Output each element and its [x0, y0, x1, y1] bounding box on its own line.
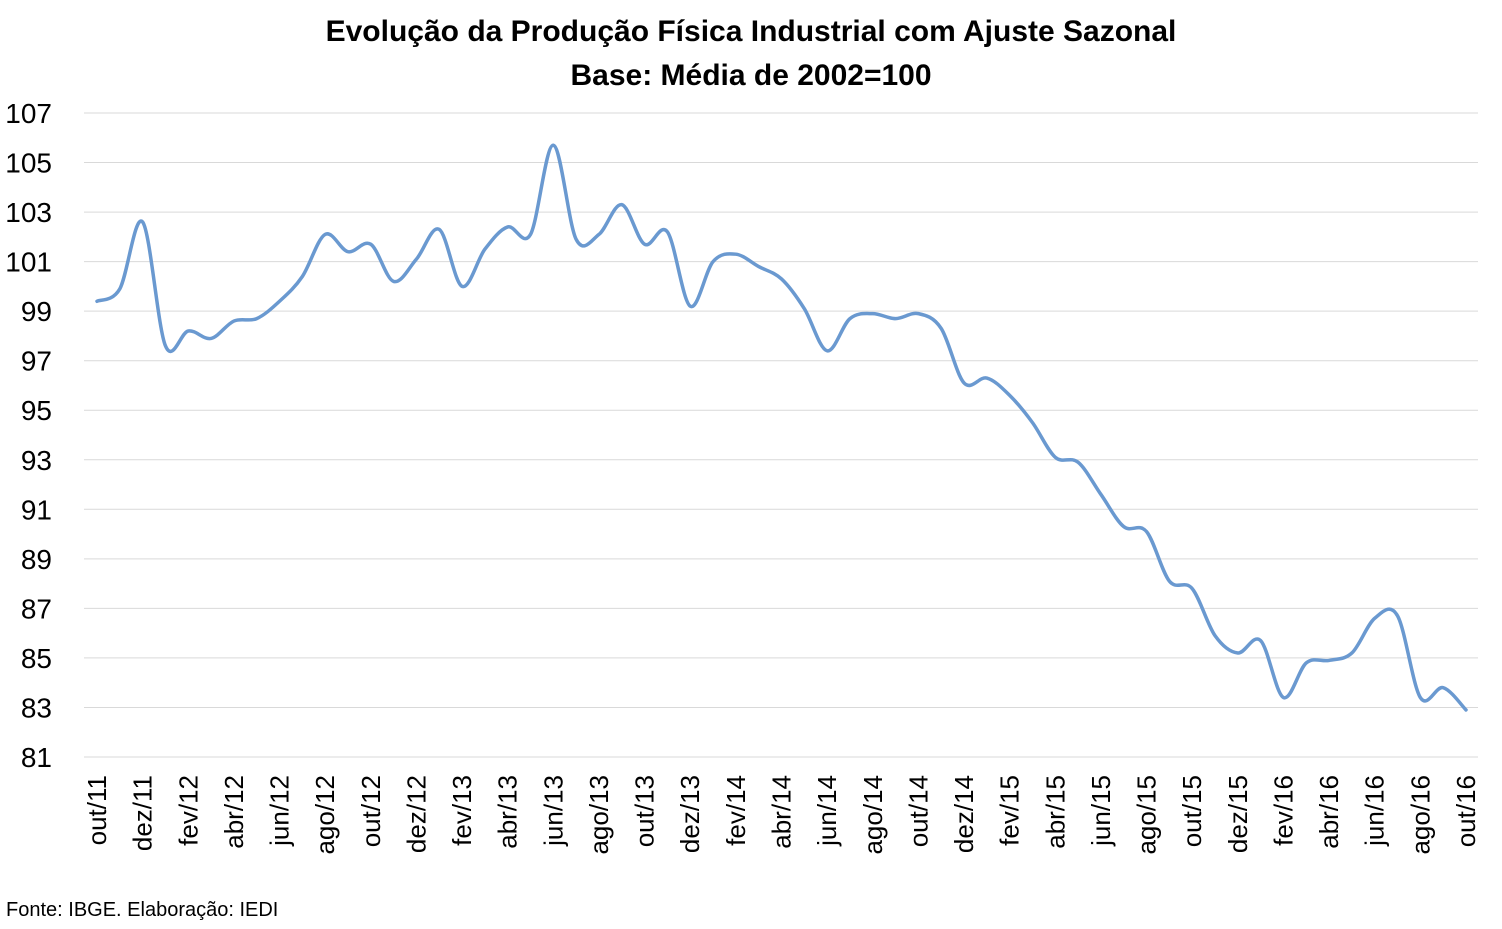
x-tick-label: abr/14 [767, 775, 797, 849]
y-tick-label: 95 [21, 395, 52, 426]
x-tick-label: fev/14 [721, 775, 751, 846]
y-tick-label: 83 [21, 692, 52, 723]
x-tick-label: out/12 [356, 775, 386, 847]
x-tick-label: fev/13 [447, 775, 477, 846]
x-tick-label: ago/13 [584, 775, 614, 855]
x-tick-label: dez/11 [128, 775, 158, 851]
x-tick-label: ago/12 [310, 775, 340, 855]
y-tick-label: 107 [5, 98, 52, 129]
y-tick-label: 99 [21, 296, 52, 327]
x-tick-label: ago/16 [1405, 775, 1435, 855]
x-tick-label: abr/13 [493, 775, 523, 849]
x-tick-label: abr/16 [1314, 775, 1344, 849]
x-tick-label: out/16 [1451, 775, 1481, 847]
y-tick-label: 87 [21, 593, 52, 624]
x-tick-label: dez/14 [949, 775, 979, 853]
series-line [95, 143, 1468, 712]
x-tick-label: jun/12 [265, 775, 295, 847]
chart-title: Evolução da Produção Física Industrial c… [325, 15, 1177, 48]
x-tick-label: out/15 [1177, 775, 1207, 847]
x-tick-label: ago/14 [858, 775, 888, 855]
chart-subtitle: Base: Média de 2002=100 [570, 59, 932, 92]
y-tick-label: 93 [21, 445, 52, 476]
y-axis-ticks: 81 83 85 87 89 91 93 95 97 99 101 103 105 107 [5, 98, 52, 773]
x-tick-label: abr/12 [219, 775, 249, 849]
x-axis-ticks: out/11 dez/11 fev/12 abr/12 jun/12 ago/12 out/… [82, 775, 1481, 855]
y-tick-label: 105 [5, 148, 52, 179]
x-tick-label: fev/12 [173, 775, 203, 846]
x-tick-label: out/11 [82, 775, 112, 845]
x-tick-label: dez/13 [675, 775, 705, 853]
x-tick-label: jun/15 [1086, 775, 1116, 847]
y-tick-label: 89 [21, 544, 52, 575]
y-tick-label: 97 [21, 346, 52, 377]
x-tick-label: jun/13 [538, 775, 568, 847]
x-tick-label: abr/15 [1040, 775, 1070, 849]
x-tick-label: jun/16 [1360, 775, 1390, 847]
y-tick-label: 103 [5, 197, 52, 228]
grid-lines [84, 112, 1478, 758]
y-tick-label: 85 [21, 643, 52, 674]
x-tick-label: dez/12 [401, 775, 431, 853]
y-tick-label: 91 [21, 494, 52, 525]
x-tick-label: out/13 [630, 775, 660, 847]
x-tick-label: out/14 [903, 775, 933, 847]
x-tick-label: ago/15 [1132, 775, 1162, 855]
y-tick-label: 101 [5, 247, 52, 278]
x-tick-label: dez/15 [1223, 775, 1253, 853]
line-chart: 81 83 85 87 89 91 93 95 97 99 101 103 105 107 out/11 d… [5, 98, 1481, 855]
x-tick-label: fev/16 [1268, 775, 1298, 846]
source-note: Fonte: IBGE. Elaboração: IEDI [6, 899, 279, 921]
x-tick-label: jun/14 [812, 775, 842, 847]
x-tick-label: fev/15 [995, 775, 1025, 846]
y-tick-label: 81 [21, 742, 52, 773]
series-layer [95, 143, 1468, 712]
